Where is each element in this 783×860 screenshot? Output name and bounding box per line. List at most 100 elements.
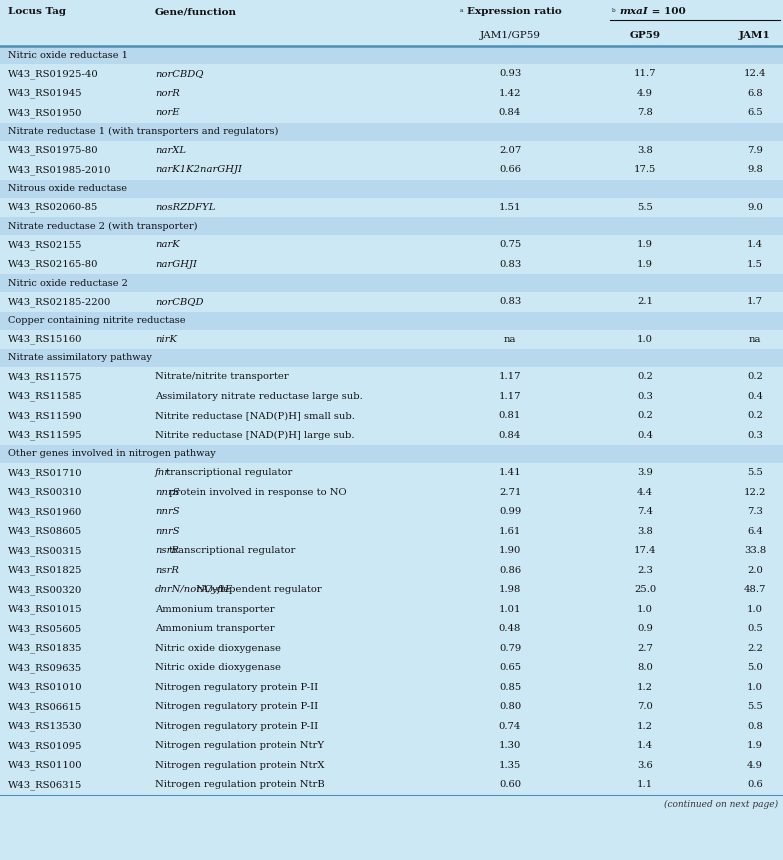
- Text: 0.2: 0.2: [637, 372, 653, 381]
- Text: 1.51: 1.51: [499, 203, 521, 212]
- Bar: [0, 599, 783, 619]
- Text: 1.35: 1.35: [499, 761, 521, 770]
- Bar: [0, 482, 783, 502]
- Text: 6.8: 6.8: [747, 89, 763, 98]
- Text: W43_RS01825: W43_RS01825: [8, 565, 82, 575]
- Text: narK1K2narGHJI: narK1K2narGHJI: [155, 165, 242, 175]
- Bar: [0, 122, 783, 140]
- Text: norR: norR: [155, 89, 180, 98]
- Text: W43_RS09635: W43_RS09635: [8, 663, 82, 673]
- Text: 0.60: 0.60: [499, 780, 521, 789]
- Text: 1.98: 1.98: [499, 586, 521, 594]
- Text: W43_RS13530: W43_RS13530: [8, 722, 82, 731]
- Bar: [0, 367, 783, 386]
- Text: 9.8: 9.8: [747, 165, 763, 175]
- Text: dnrN/norA/yftE: dnrN/norA/yftE: [155, 586, 233, 594]
- Text: 1.90: 1.90: [499, 546, 521, 556]
- Text: nnrS: nnrS: [155, 488, 179, 497]
- Bar: [0, 349, 783, 367]
- Text: 1.41: 1.41: [499, 468, 521, 477]
- Bar: [0, 292, 783, 311]
- Text: 0.85: 0.85: [499, 683, 521, 691]
- Text: Nitrite reductase [NAD(P)H] large sub.: Nitrite reductase [NAD(P)H] large sub.: [155, 431, 355, 439]
- Text: Nitric oxide reductase 2: Nitric oxide reductase 2: [8, 279, 128, 287]
- Text: 0.3: 0.3: [637, 392, 653, 401]
- Bar: [0, 736, 783, 755]
- Text: 2.7: 2.7: [637, 644, 653, 653]
- Bar: [0, 274, 783, 292]
- Text: 0.79: 0.79: [499, 644, 521, 653]
- Text: mxaI: mxaI: [619, 8, 648, 16]
- Text: 1.01: 1.01: [499, 605, 521, 614]
- Text: Ammonium transporter: Ammonium transporter: [155, 605, 275, 614]
- Text: nsrR: nsrR: [155, 566, 179, 574]
- Bar: [0, 406, 783, 426]
- Text: fnr: fnr: [155, 468, 170, 477]
- Text: 1.42: 1.42: [499, 89, 521, 98]
- Text: 9.0: 9.0: [747, 203, 763, 212]
- Text: 7.9: 7.9: [747, 145, 763, 155]
- Text: 12.2: 12.2: [744, 488, 767, 497]
- Text: 5.5: 5.5: [637, 203, 653, 212]
- Text: Nitrogen regulation protein NtrB: Nitrogen regulation protein NtrB: [155, 780, 325, 789]
- Text: 1.9: 1.9: [747, 741, 763, 750]
- Text: W43_RS01925-40: W43_RS01925-40: [8, 69, 99, 78]
- Text: Nitric oxide dioxygenase: Nitric oxide dioxygenase: [155, 644, 281, 653]
- Text: 1.0: 1.0: [637, 335, 653, 344]
- Text: Nitric oxide reductase 1: Nitric oxide reductase 1: [8, 51, 128, 59]
- Text: 1.4: 1.4: [637, 741, 653, 750]
- Text: nsrR: nsrR: [155, 546, 179, 556]
- Text: W43_RS01095: W43_RS01095: [8, 741, 82, 751]
- Text: 48.7: 48.7: [744, 586, 767, 594]
- Text: nnrS: nnrS: [155, 507, 179, 516]
- Text: norE: norE: [155, 108, 179, 117]
- Text: protein involved in response to NO: protein involved in response to NO: [166, 488, 346, 497]
- Text: 4.4: 4.4: [637, 488, 653, 497]
- Text: Ammonium transporter: Ammonium transporter: [155, 624, 275, 633]
- Bar: [0, 140, 783, 160]
- Text: 0.65: 0.65: [499, 663, 521, 673]
- Text: 1.0: 1.0: [747, 683, 763, 691]
- Text: 1.5: 1.5: [747, 260, 763, 268]
- Text: 0.81: 0.81: [499, 411, 521, 421]
- Text: 0.99: 0.99: [499, 507, 521, 516]
- Text: 0.3: 0.3: [747, 431, 763, 439]
- Bar: [0, 445, 783, 463]
- Text: nnrS: nnrS: [155, 526, 179, 536]
- Text: Nitrate reductase 1 (with transporters and regulators): Nitrate reductase 1 (with transporters a…: [8, 127, 279, 136]
- Text: W43_RS00310: W43_RS00310: [8, 488, 82, 497]
- Text: 0.75: 0.75: [499, 240, 521, 249]
- Text: norCBDQ: norCBDQ: [155, 70, 204, 78]
- Text: W43_RS11575: W43_RS11575: [8, 372, 83, 382]
- Text: 2.07: 2.07: [499, 145, 521, 155]
- Text: JAM1: JAM1: [739, 30, 771, 40]
- Text: 1.9: 1.9: [637, 240, 653, 249]
- Text: 0.83: 0.83: [499, 260, 521, 268]
- Text: 0.2: 0.2: [747, 372, 763, 381]
- Text: Nitric oxide dioxygenase: Nitric oxide dioxygenase: [155, 663, 281, 673]
- Bar: [0, 64, 783, 83]
- Text: 2.71: 2.71: [499, 488, 521, 497]
- Bar: [0, 697, 783, 716]
- Text: Nitrate assimilatory pathway: Nitrate assimilatory pathway: [8, 353, 152, 363]
- Text: W43_RS01835: W43_RS01835: [8, 643, 82, 653]
- Text: 8.0: 8.0: [637, 663, 653, 673]
- Text: nirK: nirK: [155, 335, 177, 344]
- Bar: [0, 235, 783, 255]
- Text: 5.5: 5.5: [747, 703, 763, 711]
- Bar: [0, 521, 783, 541]
- Text: NO-dependent regulator: NO-dependent regulator: [193, 586, 322, 594]
- Text: na: na: [749, 335, 761, 344]
- Text: W43_RS06315: W43_RS06315: [8, 780, 82, 789]
- Text: JAM1/GP59: JAM1/GP59: [479, 30, 540, 40]
- Text: 17.5: 17.5: [633, 165, 656, 175]
- Bar: [0, 0, 783, 46]
- Bar: [0, 678, 783, 697]
- Text: 0.84: 0.84: [499, 431, 521, 439]
- Text: W43_RS02165-80: W43_RS02165-80: [8, 260, 99, 269]
- Text: na: na: [503, 335, 516, 344]
- Bar: [0, 46, 783, 64]
- Text: 3.8: 3.8: [637, 145, 653, 155]
- Text: 0.9: 0.9: [637, 624, 653, 633]
- Bar: [0, 463, 783, 482]
